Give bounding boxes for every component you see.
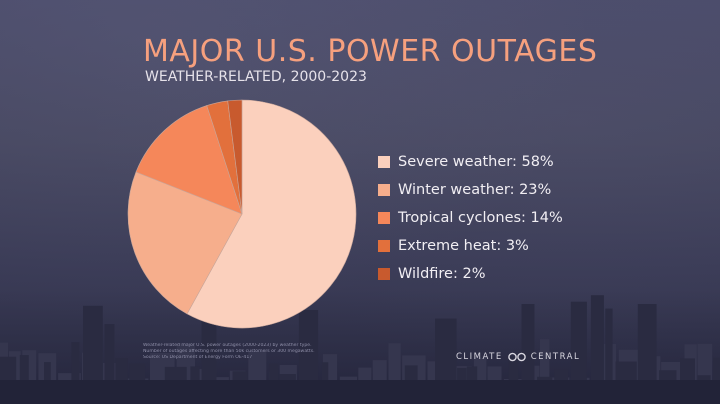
legend-swatch [378,156,390,168]
legend-swatch [378,212,390,224]
legend-item: Extreme heat: 3% [378,232,563,260]
legend-item: Winter weather: 23% [378,176,563,204]
legend-label: Wildfire: 2% [398,266,486,282]
logo-text-left: CLIMATE [456,352,503,362]
footnote: Weather-related major U.S. power outages… [143,343,312,348]
chart-subtitle: WEATHER-RELATED, 2000-2023 [145,69,367,85]
infinity-loop-icon [507,352,526,362]
legend-swatch [378,240,390,252]
climate-central-logo: CLIMATE CENTRAL [456,352,580,362]
legend-swatch [378,184,390,196]
legend-swatch [378,268,390,280]
legend-item: Tropical cyclones: 14% [378,204,563,232]
footnotes: Weather-related major U.S. power outages… [143,343,443,361]
legend-label: Extreme heat: 3% [398,238,529,254]
legend-label: Winter weather: 23% [398,182,552,198]
pie-slice-wildfire [227,99,243,215]
pie-slice-winter-weather [127,171,243,315]
legend-label: Tropical cyclones: 14% [398,210,563,226]
chart-title: MAJOR U.S. POWER OUTAGES [143,34,598,69]
footnote: Number of outages affecting more than 50… [143,349,315,354]
legend-label: Severe weather: 58% [398,154,554,170]
legend: Severe weather: 58% Winter weather: 23% Tr… [378,148,563,288]
footnote: Source: US Department of Energy Form OE-… [143,355,253,360]
pie-slice-severe-weather [186,99,357,329]
legend-item: Wildfire: 2% [378,260,563,288]
logo-text-right: CENTRAL [530,352,581,362]
legend-item: Severe weather: 58% [378,148,563,176]
